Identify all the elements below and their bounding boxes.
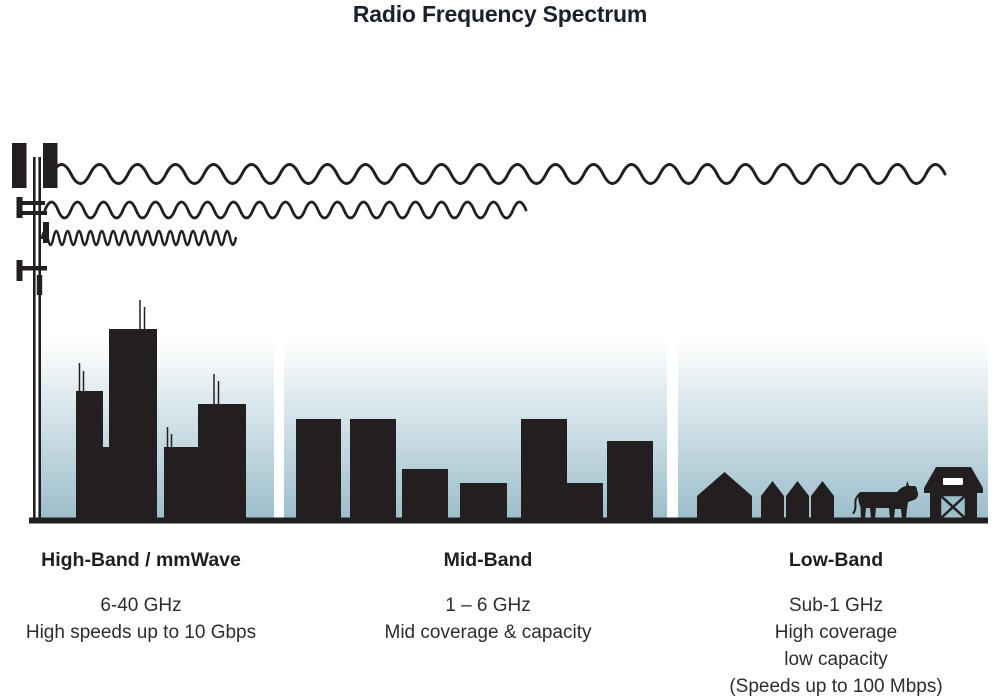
low-frequency-long-wave <box>50 163 947 185</box>
barn-door-crossbuck <box>939 494 967 520</box>
high-frequency-short-wave <box>40 229 237 247</box>
midband-label: Mid-Band <box>443 549 533 571</box>
cow-tail <box>852 493 861 514</box>
building <box>521 419 567 520</box>
lowband-frequency-range: Sub-1 GHz <box>789 595 883 616</box>
house-icon <box>786 481 809 519</box>
ground-line <box>29 517 988 524</box>
tower-small-antenna <box>16 260 23 281</box>
building <box>607 441 653 520</box>
tower-mast <box>33 157 36 519</box>
tower-antenna-panel <box>12 143 27 188</box>
tower-small-antenna <box>16 197 23 218</box>
skyscraper <box>164 447 198 520</box>
lowband-description: low capacity <box>784 649 888 670</box>
tower-antenna-panel <box>43 143 58 188</box>
midband-caption: Mid-Band 1 – 6 GHz Mid coverage & capaci… <box>328 549 648 646</box>
building <box>460 483 507 520</box>
radio-waves <box>40 163 947 247</box>
highband-frequency-range: 6-40 GHz <box>100 595 182 616</box>
lowband-caption: Low-Band Sub-1 GHz High coverage low cap… <box>676 549 996 700</box>
mid-frequency-wave <box>43 200 528 220</box>
house-icon <box>811 481 834 519</box>
highband-caption: High-Band / mmWave 6-40 GHz High speeds … <box>0 549 301 646</box>
page-title: Radio Frequency Spectrum <box>352 1 648 27</box>
house-icon <box>761 481 784 519</box>
barn-loft-window <box>943 478 963 485</box>
building <box>350 419 396 520</box>
tower-crossarm <box>17 211 47 215</box>
highband-label: High-Band / mmWave <box>41 549 241 571</box>
cow-icon <box>852 481 919 519</box>
highband-skyline <box>76 300 246 520</box>
lowband-label: Low-Band <box>788 549 884 571</box>
barn-icon <box>924 467 983 521</box>
midband-skyline <box>296 419 653 520</box>
tower-crossarm <box>17 201 45 205</box>
building <box>296 419 341 520</box>
lowband-description: (Speeds up to 100 Mbps) <box>729 676 943 697</box>
skyscraper <box>76 391 103 520</box>
midband-description: Mid coverage & capacity <box>384 622 592 643</box>
tower-crossarm <box>17 266 47 271</box>
highband-description: High speeds up to 10 Gbps <box>25 622 257 643</box>
skyscraper <box>198 404 246 520</box>
skyscraper <box>101 447 111 520</box>
tower-mast <box>38 157 41 519</box>
building <box>402 469 448 520</box>
skyscraper <box>109 329 157 520</box>
rooftop-antennas <box>78 300 220 448</box>
lowband-description: High coverage <box>774 622 898 643</box>
house-icon <box>697 472 752 519</box>
tower-small-antenna <box>36 275 43 295</box>
building <box>567 483 603 520</box>
lowband-rural-scene <box>697 467 983 521</box>
midband-frequency-range: 1 – 6 GHz <box>445 595 531 616</box>
